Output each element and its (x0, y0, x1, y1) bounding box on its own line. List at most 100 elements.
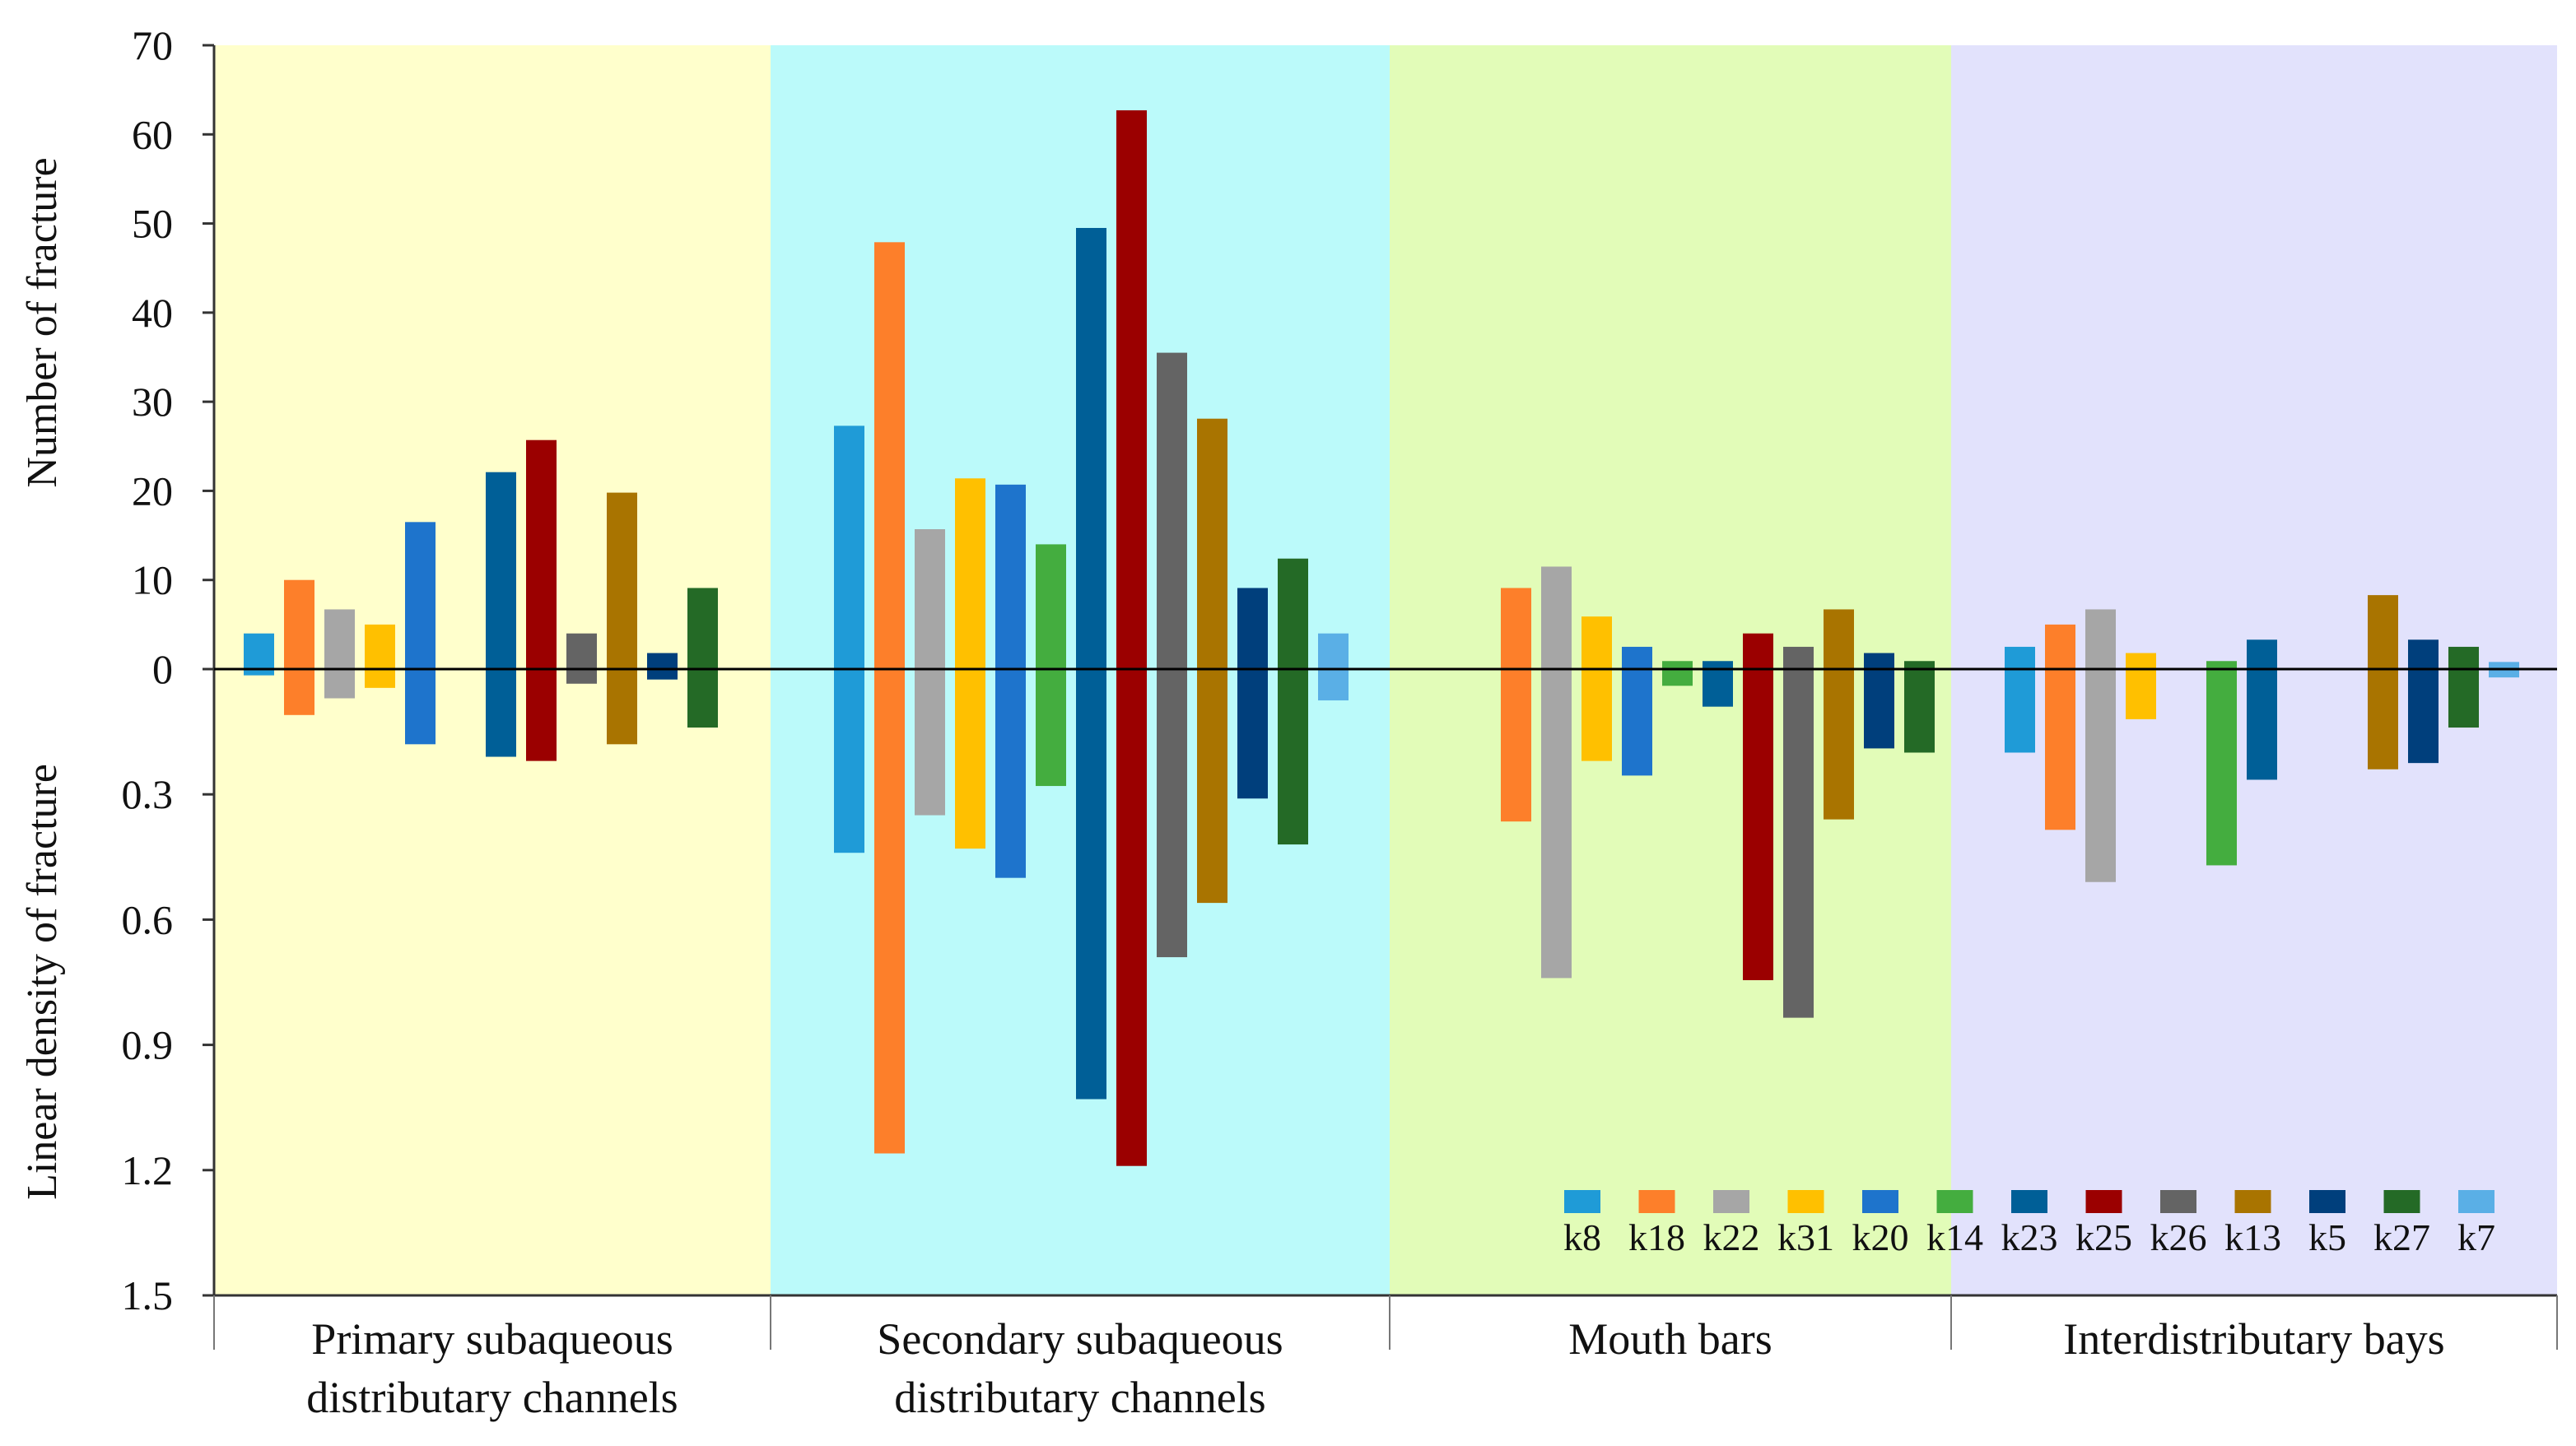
legend-swatch-k8 (1564, 1190, 1600, 1213)
category-label-line1: Secondary subaqueous (877, 1314, 1283, 1364)
bar-density-k22 (2085, 669, 2116, 882)
legend-label-k5: k5 (2308, 1216, 2346, 1258)
category-label: Mouth bars (1568, 1314, 1772, 1364)
bar-density-k25 (526, 669, 557, 761)
bar-count-k14 (1036, 544, 1066, 669)
bar-density-k5 (1864, 669, 1894, 749)
legend-swatch-k27 (2383, 1190, 2420, 1213)
bar-count-k26 (566, 633, 597, 669)
bar-density-k27 (1278, 669, 1308, 845)
y-tick-label: 40 (132, 290, 173, 336)
bar-count-k13 (607, 492, 637, 669)
bar-density-k7 (2489, 669, 2519, 678)
bar-density-k27 (2448, 669, 2479, 728)
bar-density-k20 (995, 669, 1026, 878)
y-tick-label: 50 (132, 201, 173, 247)
category-label: Interdistributary bays (2063, 1314, 2444, 1364)
bars (244, 110, 2519, 1166)
bar-count-k20 (405, 522, 436, 669)
bar-count-k5 (1864, 653, 1894, 669)
bar-density-k14 (1036, 669, 1066, 787)
bar-density-k26 (1157, 669, 1187, 958)
legend-swatch-k26 (2160, 1190, 2196, 1213)
bar-count-k22 (324, 609, 355, 669)
bar-density-k27 (1904, 669, 1935, 753)
bar-density-k14 (2206, 669, 2237, 866)
bar-density-k13 (1197, 669, 1227, 904)
y-tick-label: 70 (132, 22, 173, 68)
bar-count-k26 (1783, 646, 1814, 669)
legend-label-k18: k18 (1628, 1216, 1685, 1258)
bar-count-k13 (2368, 595, 2398, 669)
bar-count-k7 (2489, 662, 2519, 669)
bar-density-k20 (1622, 669, 1652, 776)
bar-density-k14 (1662, 669, 1693, 686)
bar-count-k5 (2408, 639, 2439, 669)
bar-density-k31 (365, 669, 395, 688)
bar-count-k23 (1703, 661, 1733, 669)
bar-density-k5 (1237, 669, 1268, 799)
bar-density-k22 (1541, 669, 1572, 979)
legend-swatch-k20 (1862, 1190, 1898, 1213)
category-label-line2: distributary channels (306, 1373, 678, 1422)
bar-density-k26 (1783, 669, 1814, 1018)
bar-count-k8 (834, 425, 864, 669)
legend-label-k25: k25 (2075, 1216, 2132, 1258)
bar-density-k13 (607, 669, 637, 745)
y-axis-label-top: Number of fracture (19, 157, 66, 487)
legend-swatch-k5 (2309, 1190, 2345, 1213)
bar-count-k22 (2085, 609, 2116, 669)
bar-density-k26 (566, 669, 597, 684)
bar-count-k8 (2005, 646, 2035, 669)
bar-density-k8 (2005, 669, 2035, 753)
bar-count-k31 (1581, 616, 1612, 669)
bar-count-k20 (995, 484, 1026, 669)
legend-label-k8: k8 (1563, 1216, 1601, 1258)
legend-swatch-k31 (1787, 1190, 1824, 1213)
bar-count-k23 (486, 472, 516, 669)
bar-count-k27 (2448, 646, 2479, 669)
bar-density-k23 (1703, 669, 1733, 707)
bar-density-k5 (647, 669, 678, 680)
bar-count-k14 (1662, 661, 1693, 669)
bar-count-k25 (1116, 110, 1147, 669)
bar-count-k20 (1622, 646, 1652, 669)
y-tick-label: 60 (132, 111, 173, 157)
bar-density-k18 (284, 669, 314, 715)
bar-count-k22 (1541, 566, 1572, 669)
y-tick-label: 0 (152, 646, 173, 692)
bar-density-k31 (2126, 669, 2156, 719)
bar-count-k26 (1157, 352, 1187, 669)
bar-count-k18 (874, 242, 905, 670)
y-tick-label: 10 (132, 557, 173, 603)
bar-count-k31 (2126, 653, 2156, 669)
bar-density-k25 (1743, 669, 1773, 980)
bar-count-k14 (2206, 661, 2237, 669)
bar-density-k13 (1824, 669, 1854, 820)
bar-density-k18 (2045, 669, 2075, 830)
legend-swatch-k13 (2234, 1190, 2271, 1213)
legend-swatch-k7 (2458, 1190, 2494, 1213)
bar-count-k31 (365, 624, 395, 669)
legend-swatch-k25 (2085, 1190, 2122, 1213)
y-tick-label: 30 (132, 379, 173, 425)
bar-count-k7 (1318, 633, 1349, 669)
legend-label-k14: k14 (1926, 1216, 1983, 1258)
legend-label-k23: k23 (2001, 1216, 2058, 1258)
bar-count-k13 (1197, 418, 1227, 669)
y-tick-label: 0.3 (122, 771, 174, 817)
legend-swatch-k22 (1713, 1190, 1749, 1213)
bar-count-k18 (2045, 624, 2075, 669)
bar-count-k23 (1076, 227, 1106, 669)
bar-count-k18 (284, 579, 314, 669)
category-label-line2: distributary channels (894, 1373, 1265, 1422)
bar-density-k23 (486, 669, 516, 757)
bar-count-k25 (526, 439, 557, 669)
bar-density-k25 (1116, 669, 1147, 1166)
bar-density-k22 (324, 669, 355, 699)
bar-density-k8 (244, 669, 274, 676)
legend-label-k20: k20 (1852, 1216, 1909, 1258)
bar-count-k13 (1824, 609, 1854, 669)
bar-count-k31 (955, 478, 985, 669)
bar-count-k23 (2247, 639, 2277, 669)
